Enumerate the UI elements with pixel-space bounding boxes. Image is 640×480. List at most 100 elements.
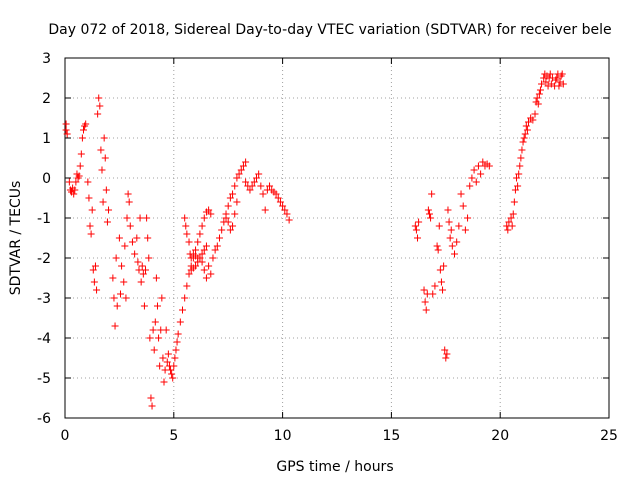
data-point: [171, 354, 179, 362]
data-point: [451, 250, 459, 258]
data-point: [211, 246, 219, 254]
data-point: [447, 226, 455, 234]
data-point: [255, 170, 263, 178]
data-point: [446, 234, 454, 242]
data-point: [113, 302, 121, 310]
data-point: [185, 270, 193, 278]
y-tick-label: 3: [42, 51, 51, 67]
data-point: [436, 266, 444, 274]
data-point: [524, 118, 532, 126]
data-point: [250, 178, 258, 186]
data-point: [233, 174, 241, 182]
data-point: [455, 222, 463, 230]
data-point: [134, 258, 142, 266]
data-point: [137, 278, 145, 286]
data-point: [98, 166, 106, 174]
data-point: [474, 162, 482, 170]
chart-title: Day 072 of 2018, Sidereal Day-to-day VTE…: [48, 22, 611, 38]
data-point: [172, 346, 180, 354]
data-point: [62, 120, 70, 128]
data-point: [101, 154, 109, 162]
data-point: [159, 354, 167, 362]
data-point: [183, 282, 191, 290]
data-point: [95, 94, 103, 102]
data-point: [151, 318, 159, 326]
data-point: [448, 242, 456, 250]
grid-lines: [65, 58, 609, 418]
data-point: [231, 210, 239, 218]
data-point: [504, 226, 512, 234]
x-tick-label: 0: [61, 428, 70, 444]
y-tick-label: -6: [37, 411, 51, 427]
data-point: [229, 222, 237, 230]
data-point: [536, 86, 544, 94]
data-point: [181, 294, 189, 302]
data-point: [147, 394, 155, 402]
data-point: [146, 334, 154, 342]
data-point: [142, 266, 150, 274]
x-tick-label: 20: [491, 428, 509, 444]
data-point: [485, 162, 493, 170]
data-point: [153, 302, 161, 310]
data-point: [276, 198, 284, 206]
x-tick-label: 15: [382, 428, 400, 444]
data-point: [229, 190, 237, 198]
data-point: [412, 226, 420, 234]
data-points: [62, 70, 567, 410]
data-point: [200, 266, 208, 274]
data-point: [226, 226, 234, 234]
data-point: [237, 166, 245, 174]
data-point: [170, 362, 178, 370]
data-point: [155, 334, 163, 342]
data-point: [202, 242, 210, 250]
y-tick-label: -2: [37, 251, 51, 267]
data-point: [242, 178, 250, 186]
data-point: [213, 242, 221, 250]
data-point: [192, 262, 200, 270]
data-point: [514, 182, 522, 190]
data-point: [145, 254, 153, 262]
data-point: [149, 326, 157, 334]
data-point: [160, 378, 168, 386]
data-point: [100, 134, 108, 142]
data-point: [515, 170, 523, 178]
data-point: [62, 126, 70, 134]
data-point: [174, 330, 182, 338]
data-point: [87, 230, 95, 238]
y-tick-label: -5: [37, 371, 51, 387]
data-point: [70, 190, 78, 198]
data-point: [196, 254, 204, 262]
data-point: [519, 138, 527, 146]
data-point: [192, 246, 200, 254]
data-point: [122, 294, 130, 302]
data-point: [509, 210, 517, 218]
data-point: [112, 254, 120, 262]
data-point: [86, 222, 94, 230]
data-point: [555, 82, 563, 90]
data-point: [283, 210, 291, 218]
data-point: [466, 182, 474, 190]
data-point: [198, 222, 206, 230]
data-point: [71, 186, 79, 194]
data-point: [470, 166, 478, 174]
data-point: [248, 182, 256, 190]
y-tick-label: -4: [37, 331, 51, 347]
data-point: [181, 214, 189, 222]
data-point: [82, 120, 90, 128]
data-point: [152, 274, 160, 282]
data-point: [121, 242, 129, 250]
data-point: [505, 218, 513, 226]
data-point: [65, 178, 73, 186]
data-point: [136, 214, 144, 222]
data-point: [553, 74, 561, 82]
data-point: [143, 214, 151, 222]
data-point: [90, 278, 98, 286]
data-point: [140, 302, 148, 310]
data-point: [529, 116, 537, 124]
data-point: [285, 216, 293, 224]
data-point: [96, 102, 104, 110]
data-point: [89, 266, 97, 274]
data-point: [441, 346, 449, 354]
data-point: [431, 282, 439, 290]
data-point: [437, 278, 445, 286]
